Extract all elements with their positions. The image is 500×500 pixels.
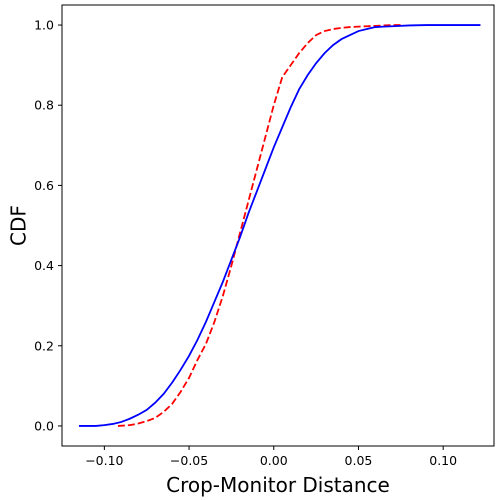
x-tick-label: 0.05: [345, 453, 373, 468]
y-tick-label: 0.2: [34, 338, 54, 353]
x-tick-label: 0.00: [260, 453, 288, 468]
x-axis-label: Crop-Monitor Distance: [166, 473, 390, 497]
x-tick-label: −0.05: [170, 453, 208, 468]
y-tick-label: 1.0: [34, 18, 54, 33]
plot-area: [78, 24, 481, 427]
y-tick-label: 0.4: [34, 258, 54, 273]
y-axis-label: CDF: [7, 205, 31, 246]
x-tick-label: 0.10: [429, 453, 457, 468]
y-axis-ticks: 0.0 0.2 0.4 0.6 0.8 1.0: [34, 18, 62, 433]
series-line-blue-solid: [78, 24, 481, 427]
y-tick-label: 0.6: [34, 178, 54, 193]
x-tick-label: −0.10: [85, 453, 123, 468]
x-axis-ticks: −0.10 −0.05 0.00 0.05 0.10: [85, 446, 457, 468]
y-tick-label: 0.8: [34, 98, 54, 113]
y-tick-label: 0.0: [34, 418, 54, 433]
axes-frame: [61, 4, 495, 447]
series-line-red-dashed: [117, 24, 403, 427]
